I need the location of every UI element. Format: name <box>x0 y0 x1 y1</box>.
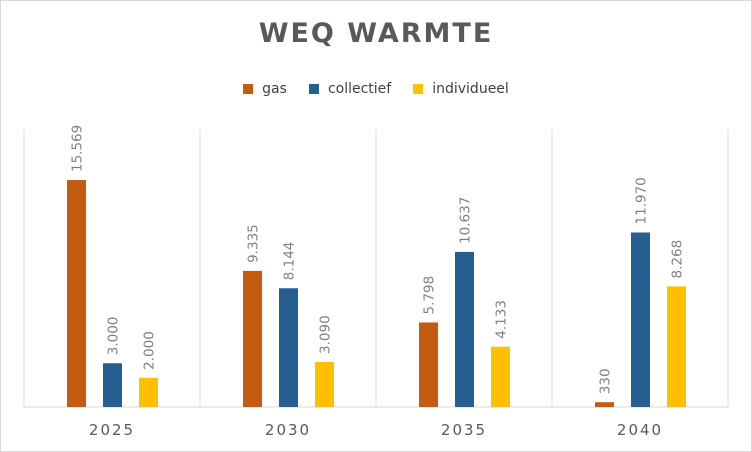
bar-individueel-2030 <box>315 361 334 407</box>
data-label-gas-2035: 5.798 <box>422 276 438 315</box>
bar-individueel-2035 <box>491 346 510 407</box>
x-tick-label-2030: 2030 <box>265 421 311 439</box>
data-label-individueel-2025: 2.000 <box>142 331 158 370</box>
data-label-individueel-2030: 3.090 <box>318 315 334 354</box>
legend-label-gas: gas <box>262 81 287 97</box>
data-label-individueel-2040: 8.268 <box>670 240 686 279</box>
bar-individueel-2040 <box>667 286 686 407</box>
x-tick-label-2040: 2040 <box>617 421 663 439</box>
data-label-gas-2040: 330 <box>598 368 614 394</box>
bar-individueel-2025 <box>139 377 158 407</box>
data-label-gas-2025: 15.569 <box>70 125 86 172</box>
bar-gas-2030 <box>243 270 262 407</box>
data-label-individueel-2035: 4.133 <box>494 300 510 339</box>
legend-item-gas: gas <box>243 81 287 97</box>
bar-gas-2035 <box>419 322 438 407</box>
legend-swatch-gas <box>243 84 254 94</box>
bar-collectief-2025 <box>103 363 122 407</box>
data-label-collectief-2025: 3.000 <box>106 317 122 356</box>
x-tick-label-2025: 2025 <box>89 421 135 439</box>
legend: gas collectief individueel <box>0 81 752 97</box>
legend-item-individueel: individueel <box>413 81 509 97</box>
bar-gas-2025 <box>67 180 86 407</box>
data-label-gas-2030: 9.335 <box>246 224 262 263</box>
bar-gas-2040 <box>595 402 614 407</box>
bar-collectief-2040 <box>631 232 650 407</box>
data-label-collectief-2040: 11.970 <box>634 177 650 224</box>
bar-collectief-2030 <box>279 288 298 407</box>
x-tick-label-2035: 2035 <box>441 421 487 439</box>
data-label-collectief-2035: 10.637 <box>458 197 474 244</box>
legend-label-individueel: individueel <box>432 81 509 97</box>
bar-collectief-2035 <box>455 251 474 407</box>
legend-swatch-collectief <box>308 84 319 94</box>
legend-item-collectief: collectief <box>308 81 392 97</box>
legend-swatch-individueel <box>413 84 424 94</box>
legend-label-collectief: collectief <box>327 81 392 97</box>
chart-title: WEQ WARMTE <box>258 18 494 49</box>
data-label-collectief-2030: 8.144 <box>282 242 298 281</box>
